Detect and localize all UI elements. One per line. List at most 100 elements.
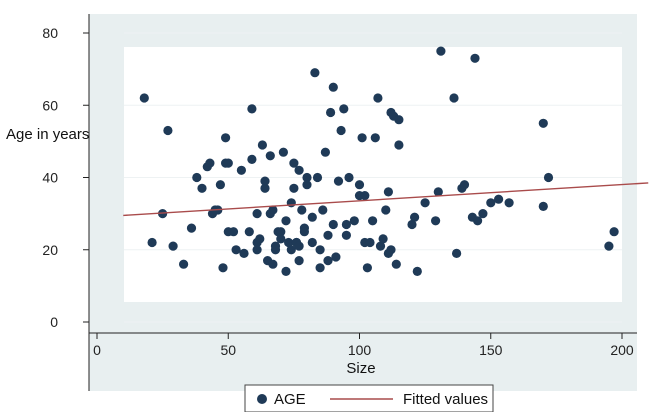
y-tick-label-4: 80 bbox=[42, 25, 58, 41]
data-point-32 bbox=[260, 183, 270, 193]
data-point-17 bbox=[221, 133, 231, 143]
data-point-99 bbox=[386, 245, 396, 255]
y-tick-label-2: 40 bbox=[42, 170, 58, 186]
data-point-48 bbox=[286, 245, 296, 255]
data-point-62 bbox=[307, 237, 317, 248]
data-point-51 bbox=[289, 183, 299, 193]
data-point-44 bbox=[278, 147, 288, 157]
data-point-118 bbox=[478, 209, 488, 219]
data-point-59 bbox=[299, 227, 309, 237]
fitted-values-line bbox=[123, 182, 649, 217]
data-point-117 bbox=[473, 216, 483, 226]
data-point-21 bbox=[231, 245, 241, 255]
data-point-91 bbox=[370, 133, 380, 143]
fitted-line-group bbox=[123, 182, 649, 217]
data-point-8 bbox=[197, 183, 207, 193]
gridlines bbox=[124, 32, 622, 323]
inner-plot-background bbox=[124, 47, 622, 302]
data-point-76 bbox=[333, 176, 344, 186]
data-point-18 bbox=[223, 158, 233, 168]
x-tick-label-3: 150 bbox=[479, 342, 503, 358]
data-point-22 bbox=[236, 165, 246, 175]
data-point-47 bbox=[284, 237, 294, 248]
data-point-107 bbox=[420, 198, 430, 208]
data-point-101 bbox=[391, 259, 401, 269]
data-point-93 bbox=[375, 241, 386, 251]
data-point-57 bbox=[297, 205, 307, 215]
data-point-66 bbox=[315, 263, 325, 273]
data-point-69 bbox=[320, 147, 330, 157]
data-point-105 bbox=[410, 212, 420, 222]
data-point-80 bbox=[341, 230, 351, 240]
x-tick-label-0: 0 bbox=[93, 342, 101, 358]
data-point-125 bbox=[604, 241, 614, 251]
data-point-112 bbox=[452, 248, 462, 258]
x-tick-label-1: 50 bbox=[220, 342, 236, 358]
data-point-54 bbox=[294, 256, 304, 266]
data-point-94 bbox=[378, 234, 388, 244]
data-point-50 bbox=[289, 158, 299, 168]
data-point-60 bbox=[302, 180, 312, 190]
data-point-71 bbox=[323, 256, 333, 266]
legend-marker-age bbox=[257, 394, 267, 404]
y-tick-label-3: 60 bbox=[42, 97, 58, 113]
data-point-40 bbox=[270, 245, 281, 255]
data-point-111 bbox=[449, 93, 459, 103]
data-point-27 bbox=[252, 209, 262, 219]
data-point-92 bbox=[373, 93, 383, 103]
x-tick-label-2: 100 bbox=[348, 342, 372, 358]
data-point-4 bbox=[168, 241, 178, 251]
data-point-108 bbox=[431, 216, 441, 226]
data-point-26 bbox=[247, 104, 257, 114]
data-point-43 bbox=[276, 234, 286, 244]
data-point-63 bbox=[307, 212, 317, 222]
data-point-78 bbox=[339, 104, 349, 114]
data-point-25 bbox=[247, 154, 257, 164]
data-point-122 bbox=[538, 118, 548, 128]
data-point-37 bbox=[268, 259, 278, 269]
data-point-24 bbox=[244, 227, 254, 237]
data-point-23 bbox=[239, 248, 249, 258]
legend-label-age: AGE bbox=[274, 391, 306, 408]
data-point-82 bbox=[349, 216, 359, 226]
y-tick-label-0: 0 bbox=[50, 314, 58, 330]
data-point-33 bbox=[260, 176, 270, 186]
data-point-70 bbox=[323, 230, 333, 240]
data-point-67 bbox=[315, 245, 325, 255]
legend-label-fitted: Fitted values bbox=[403, 391, 488, 408]
data-point-38 bbox=[268, 205, 278, 215]
data-point-95 bbox=[381, 205, 391, 215]
data-point-126 bbox=[609, 227, 619, 237]
data-point-109 bbox=[433, 187, 443, 197]
data-point-7 bbox=[192, 172, 202, 183]
data-point-6 bbox=[186, 223, 197, 233]
data-point-103 bbox=[394, 140, 404, 150]
data-point-72 bbox=[326, 107, 336, 118]
data-point-15 bbox=[218, 263, 228, 273]
data-point-81 bbox=[344, 172, 354, 183]
data-point-85 bbox=[357, 133, 367, 143]
data-point-46 bbox=[281, 216, 291, 226]
data-point-75 bbox=[331, 252, 341, 262]
data-point-35 bbox=[265, 151, 275, 161]
data-point-89 bbox=[365, 237, 375, 248]
y-axis-title: Age in years bbox=[6, 126, 89, 143]
data-point-104 bbox=[407, 219, 417, 230]
data-point-73 bbox=[328, 82, 338, 92]
data-point-116 bbox=[470, 53, 480, 63]
data-point-5 bbox=[179, 259, 189, 269]
data-point-88 bbox=[362, 263, 372, 273]
data-point-79 bbox=[341, 219, 351, 230]
data-point-124 bbox=[543, 172, 554, 183]
data-point-55 bbox=[294, 241, 304, 251]
data-point-65 bbox=[312, 172, 323, 183]
y-tick-label-1: 20 bbox=[42, 242, 58, 258]
data-point-90 bbox=[368, 216, 378, 226]
data-point-3 bbox=[163, 125, 173, 136]
data-point-49 bbox=[286, 198, 296, 208]
data-point-102 bbox=[394, 115, 404, 125]
data-point-31 bbox=[257, 140, 267, 150]
data-point-30 bbox=[255, 234, 265, 244]
data-point-121 bbox=[504, 198, 514, 208]
data-point-119 bbox=[486, 198, 496, 208]
